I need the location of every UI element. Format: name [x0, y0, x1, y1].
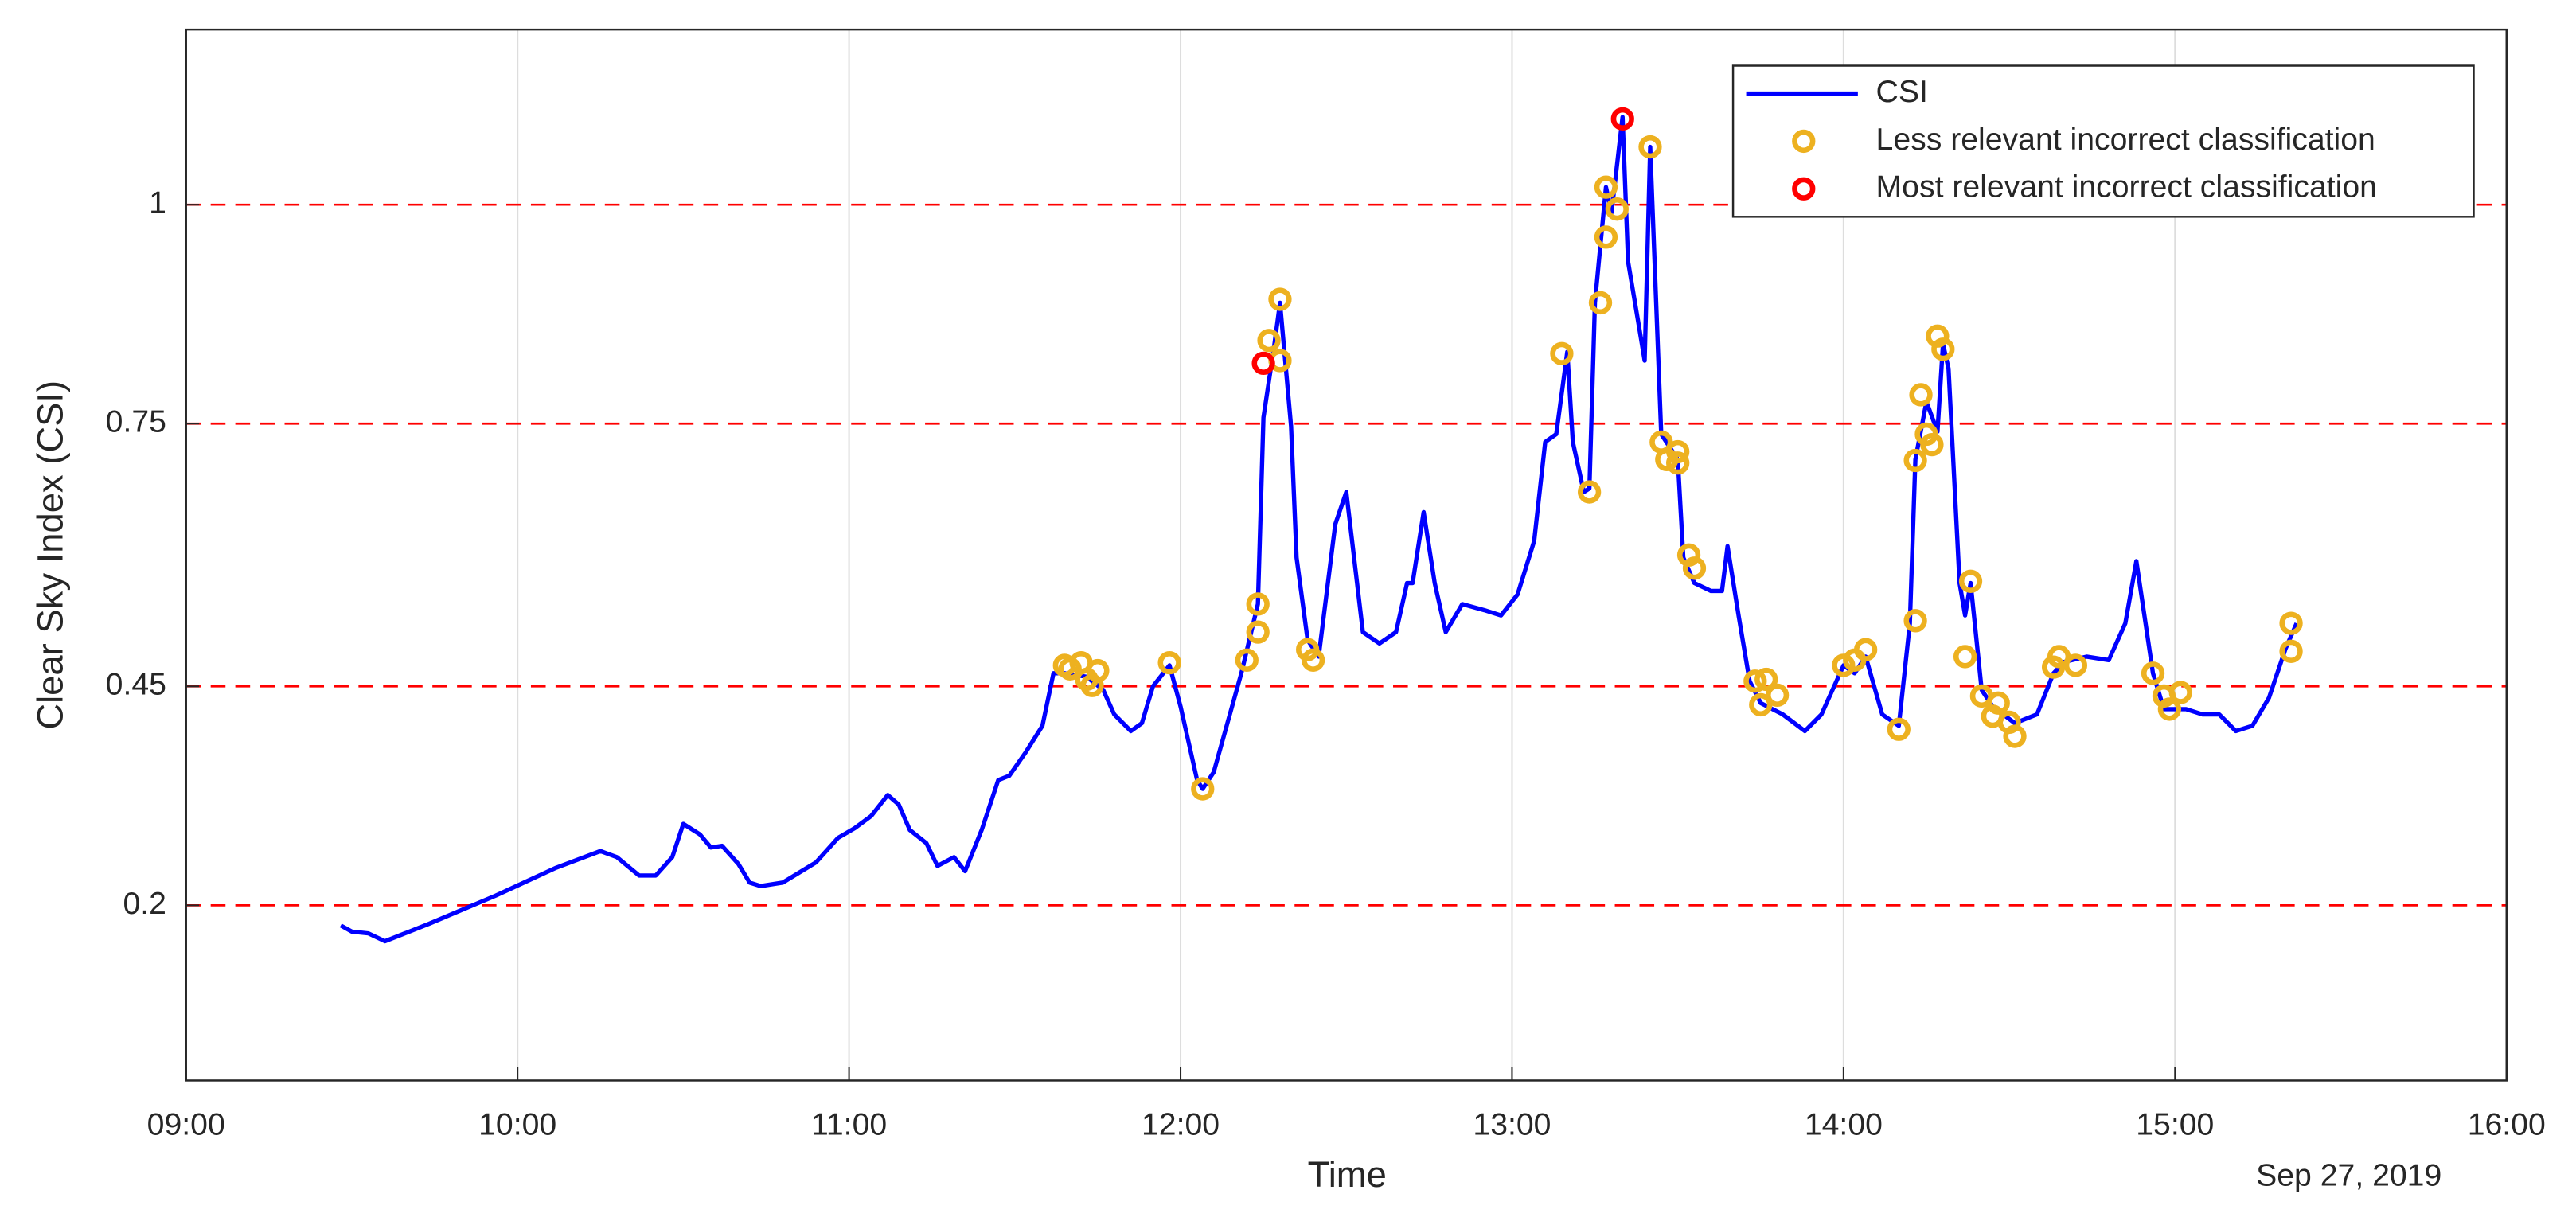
classification-marker: [2279, 611, 2303, 635]
x-tick-label: 09:00: [147, 1108, 225, 1142]
legend-label: CSI: [1876, 75, 1928, 109]
classification-marker: [1853, 638, 1878, 661]
classification-marker: [1594, 225, 1618, 249]
y-tick-label: 1: [149, 186, 166, 220]
classification-marker: [1743, 669, 1767, 693]
y-tick-label: 0.2: [123, 887, 166, 921]
classification-marker: [1953, 645, 1977, 669]
x-tick-label: 10:00: [478, 1108, 556, 1142]
x-tick-label: 14:00: [1805, 1108, 1883, 1142]
classification-marker: [1903, 609, 1927, 633]
classification-marker: [1765, 683, 1790, 707]
y-tick-label: 0.75: [106, 405, 166, 439]
legend-marker: [1792, 177, 1816, 201]
classification-marker: [2279, 639, 2303, 663]
classification-marker: [1086, 658, 1110, 683]
classification-marker: [2003, 724, 2027, 748]
date-annotation: Sep 27, 2019: [2256, 1159, 2441, 1193]
classification-marker: [2141, 661, 2165, 685]
classification-marker: [1246, 592, 1270, 616]
classification-marker: [1682, 556, 1707, 580]
classification-marker: [1666, 439, 1690, 464]
classification-marker: [1594, 175, 1618, 199]
classification-marker: [1251, 351, 1275, 375]
classification-marker: [1610, 107, 1634, 131]
classification-marker: [1605, 197, 1629, 221]
x-tick-label: 16:00: [2468, 1108, 2546, 1142]
legend-box: [1731, 64, 2475, 218]
classification-marker: [1958, 569, 1983, 593]
x-tick-label: 13:00: [1473, 1108, 1551, 1142]
classification-marker: [1246, 620, 1270, 644]
x-axis-label: Time: [1308, 1154, 1387, 1195]
classification-marker: [1301, 648, 1325, 672]
classification-marker: [1550, 341, 1574, 365]
legend-label: Most relevant incorrect classification: [1876, 170, 2377, 205]
classification-marker: [2168, 681, 2192, 704]
classification-marker: [1235, 648, 1259, 672]
classification-marker: [1754, 667, 1778, 692]
classification-marker: [1666, 451, 1690, 475]
x-tick-label: 15:00: [2136, 1108, 2214, 1142]
axes-box: [185, 28, 2508, 1082]
classification-marker: [1749, 692, 1773, 717]
classification-marker: [1268, 287, 1292, 311]
classification-marker: [1903, 448, 1927, 473]
classification-marker: [1920, 433, 1944, 457]
csi-line: [339, 115, 2299, 944]
classification-marker: [2157, 697, 2182, 721]
classification-marker: [1832, 653, 1856, 677]
classification-marker: [1257, 329, 1281, 353]
classification-marker: [2063, 653, 2088, 677]
classification-marker: [1157, 650, 1181, 675]
classification-marker: [1638, 135, 1662, 159]
classification-marker: [1887, 717, 1911, 741]
classification-marker: [1577, 480, 1602, 504]
y-tick-label: 0.45: [106, 668, 166, 702]
y-axis-label: Clear Sky Index (CSI): [30, 380, 71, 730]
legend: CSI Less relevant incorrect classificatio…: [1731, 64, 2475, 218]
x-tick-label: 11:00: [811, 1108, 887, 1142]
legend-label: Less relevant incorrect classification: [1876, 123, 2375, 157]
classification-marker: [1986, 691, 2010, 715]
classification-marker: [1191, 777, 1215, 801]
classification-marker: [1909, 383, 1933, 407]
x-tick-label: 12:00: [1142, 1108, 1220, 1142]
legend-marker: [1792, 129, 1816, 154]
classification-marker: [1588, 291, 1613, 315]
classification-marker: [1931, 337, 1955, 361]
marks: [339, 107, 2303, 944]
